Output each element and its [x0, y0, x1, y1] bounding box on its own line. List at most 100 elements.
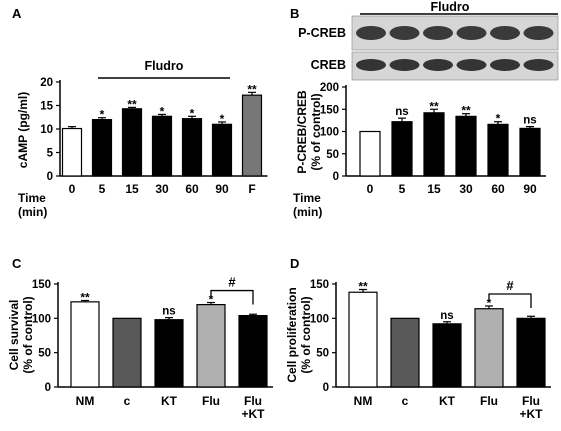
category-label-d-4: +KT — [519, 407, 543, 421]
significance-label-a-4: * — [190, 106, 195, 120]
panel-letter-d: D — [290, 256, 299, 271]
significance-label-d-0: ** — [358, 279, 368, 293]
y-tick-label-c: 50 — [38, 348, 51, 360]
y-tick-label-c: 150 — [32, 279, 51, 291]
y-tick-label-d: 0 — [323, 382, 329, 394]
x-axis-title-b: Time — [293, 191, 321, 205]
bar-c-1 — [112, 317, 142, 388]
bar-d-1 — [390, 317, 420, 388]
category-label-a-3: 30 — [155, 182, 169, 196]
y-axis-title-line: (% of control) — [21, 296, 35, 373]
bar-b-4 — [487, 123, 509, 177]
blot-band-creb-4 — [490, 59, 520, 71]
category-label-a-4: 60 — [185, 182, 199, 196]
y-tick-label-b: 50 — [326, 149, 339, 161]
bar-b-1 — [391, 121, 413, 177]
bar-a-3 — [151, 115, 173, 177]
group-label-a: Fludro — [145, 59, 184, 73]
bar-b-2 — [423, 112, 445, 177]
category-label-a-0: 0 — [69, 182, 76, 196]
x-axis-title-a: (min) — [18, 205, 47, 219]
bar-c-0 — [70, 301, 100, 388]
bar-d-4 — [516, 317, 546, 388]
bar-d-2 — [432, 323, 462, 388]
blot-band-creb-1 — [389, 59, 420, 71]
y-tick-label-d: 150 — [310, 279, 329, 291]
category-label-a-1: 5 — [99, 182, 106, 196]
comparison-bracket-d — [488, 293, 532, 308]
y-tick-label-a: 5 — [47, 148, 54, 160]
y-axis-title-line: (% of control) — [309, 93, 323, 170]
y-tick-label-a: 0 — [47, 171, 53, 183]
y-axis-title-c: Cell survival(% of control) — [7, 296, 35, 373]
blot-group-label: Fludro — [431, 0, 470, 14]
category-label-c-0: NM — [76, 394, 95, 408]
significance-label-b-5: ns — [523, 115, 536, 127]
category-label-c-4: Flu — [244, 394, 262, 408]
y-tick-label-d: 100 — [310, 313, 329, 325]
significance-label-c-2: ns — [162, 306, 175, 318]
x-axis-title-b: (min) — [293, 205, 322, 219]
blot-label-pcreb: P-CREB — [298, 26, 346, 40]
significance-label-b-2: ** — [429, 99, 439, 113]
y-tick-label-c: 0 — [45, 382, 51, 394]
category-label-d-0: NM — [354, 394, 373, 408]
category-label-c-1: c — [124, 394, 131, 408]
significance-label-b-1: ns — [395, 106, 408, 118]
significance-label-a-3: * — [160, 104, 165, 118]
bar-c-4 — [238, 314, 268, 388]
bar-a-0 — [61, 127, 83, 177]
blot-band-creb-0 — [356, 59, 386, 71]
bar-b-0 — [359, 130, 381, 177]
y-axis-title-line: (% of control) — [299, 296, 313, 373]
blot-band-creb-5 — [523, 59, 554, 71]
bar-c-2 — [154, 319, 184, 388]
significance-label-d-2: ns — [440, 310, 453, 322]
significance-label-c-0: ** — [80, 290, 90, 304]
category-label-c-4: +KT — [241, 407, 265, 421]
bar-d-3 — [474, 308, 504, 388]
bar-b-3 — [455, 115, 477, 177]
bracket-label-c: # — [228, 275, 236, 290]
y-axis-title-d: Cell proliferation(% of control) — [285, 287, 313, 382]
category-label-b-3: 30 — [459, 182, 473, 196]
bar-a-1 — [91, 118, 113, 177]
blot-band-pcreb-1 — [389, 26, 420, 40]
y-tick-label-a: 10 — [40, 124, 53, 136]
bar-c-3 — [196, 304, 226, 388]
blot-band-creb-2 — [423, 59, 453, 71]
bar-a-4 — [181, 118, 203, 177]
bar-a-6 — [241, 94, 263, 177]
blot-band-pcreb-4 — [490, 26, 520, 40]
category-label-b-4: 60 — [491, 182, 505, 196]
x-axis-title-a: Time — [18, 191, 46, 205]
y-tick-label-b: 200 — [320, 82, 339, 94]
category-label-a-5: 90 — [215, 182, 229, 196]
bar-b-5 — [519, 127, 541, 177]
category-label-a-6: F — [248, 182, 255, 196]
blot-strip-creb — [351, 51, 559, 81]
blot-band-pcreb-5 — [523, 26, 554, 40]
bracket-label-d: # — [506, 278, 514, 293]
significance-label-c-3: * — [209, 293, 214, 307]
y-tick-label-a: 20 — [40, 77, 53, 89]
significance-label-a-6: ** — [247, 82, 257, 96]
y-axis-title-a: cAMP (pg/ml) — [16, 92, 30, 168]
y-tick-label-a: 15 — [40, 101, 53, 113]
y-axis-title-line: P-CREB/CREB — [295, 90, 309, 174]
significance-label-d-3: * — [487, 296, 492, 310]
category-label-d-2: KT — [439, 394, 456, 408]
category-label-c-2: KT — [161, 394, 178, 408]
panel-letter-c: C — [12, 256, 22, 271]
category-label-d-1: c — [402, 394, 409, 408]
bar-a-5 — [211, 123, 233, 177]
blot-band-creb-3 — [456, 59, 487, 71]
panel-letter-b: B — [290, 6, 299, 21]
comparison-bracket-c — [210, 289, 254, 305]
category-label-d-4: Flu — [522, 394, 540, 408]
y-axis-title-b: P-CREB/CREB(% of control) — [295, 90, 323, 174]
blot-label-creb: CREB — [311, 58, 346, 72]
blot-band-pcreb-2 — [423, 26, 453, 40]
y-tick-label-b: 0 — [333, 171, 339, 183]
